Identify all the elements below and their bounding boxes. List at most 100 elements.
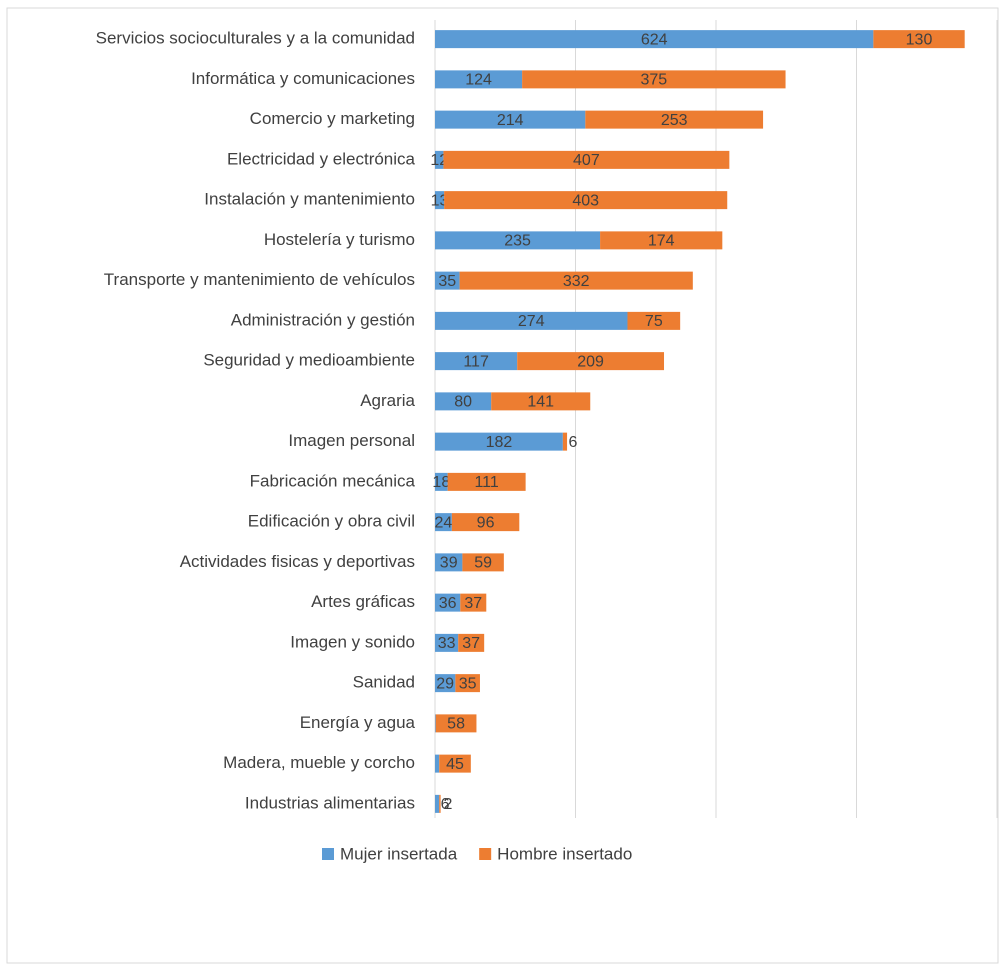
data-label: 124 [465, 72, 492, 89]
data-label: 39 [440, 555, 458, 572]
data-label: 58 [447, 716, 465, 733]
bar-segment [435, 794, 440, 813]
data-label: 403 [572, 192, 599, 209]
y-tick-label: Fabricación mecánica [250, 471, 416, 490]
bar-segment [435, 472, 448, 491]
bar-segment [439, 794, 441, 813]
y-tick-label: Madera, mueble y corcho [223, 753, 415, 772]
data-label: 13 [431, 192, 449, 209]
data-label: 117 [463, 353, 489, 370]
data-label: 37 [464, 595, 482, 612]
legend-swatch [322, 848, 334, 860]
y-tick-label: Comercio y marketing [250, 109, 415, 128]
bar-segment [447, 472, 526, 491]
y-tick-label: Imagen personal [288, 431, 415, 450]
bar-segment [873, 30, 965, 49]
data-label: 209 [577, 353, 604, 370]
data-label: 174 [648, 233, 675, 250]
data-label: 75 [645, 313, 663, 330]
bar-segment [435, 754, 440, 773]
bar-segment [443, 150, 730, 169]
bar-segment [462, 553, 504, 572]
data-label: 6 [569, 434, 578, 451]
y-tick-label: Hostelería y turismo [264, 230, 415, 249]
data-label: 29 [436, 675, 454, 692]
data-label: 24 [435, 514, 453, 531]
data-label: 274 [518, 313, 545, 330]
data-label: 35 [459, 675, 477, 692]
y-tick-label: Energía y agua [300, 713, 416, 732]
data-label: 130 [906, 31, 933, 48]
bar-segment [517, 352, 665, 371]
data-label: 2 [443, 796, 452, 813]
bar-segment [435, 714, 436, 733]
bar-segment [491, 392, 591, 411]
data-label: 624 [641, 31, 668, 48]
bar-segment [435, 633, 459, 652]
data-label: 375 [640, 72, 667, 89]
bar-segment [435, 593, 461, 612]
bar-segment [435, 110, 586, 129]
bar-segment [435, 191, 445, 210]
y-tick-label: Edificación y obra civil [248, 512, 415, 531]
data-label: 96 [477, 514, 495, 531]
data-label: 141 [527, 394, 554, 411]
bar-segment [435, 311, 628, 330]
data-label: 214 [497, 112, 524, 129]
bar-segment [435, 70, 523, 89]
data-label: 253 [661, 112, 688, 129]
data-label: 182 [486, 434, 513, 451]
y-tick-label: Administración y gestión [231, 310, 415, 329]
y-tick-label: Actividades fisicas y deportivas [180, 552, 415, 571]
bar-segment [455, 674, 480, 693]
data-label: 332 [563, 273, 590, 290]
legend-swatch [479, 848, 492, 860]
bar-segment [451, 513, 520, 532]
data-label: 36 [439, 595, 457, 612]
bar-segment [435, 513, 452, 532]
bar-segment [435, 553, 463, 572]
data-label: 18 [432, 474, 450, 491]
y-tick-label: Informática y comunicaciones [191, 69, 415, 88]
y-tick-label: Industrias alimentarias [245, 793, 415, 812]
bar-segment [444, 191, 728, 210]
y-tick-label: Sanidad [353, 673, 415, 692]
bar-segment [522, 70, 786, 89]
bar-segment [435, 714, 477, 733]
bar-segment [458, 633, 485, 652]
bar-segment [460, 593, 487, 612]
legend-label: Hombre insertado [497, 844, 632, 863]
bar-segment [627, 311, 681, 330]
bar-segment [459, 271, 693, 290]
bar-segment [435, 352, 518, 371]
bar-segment [562, 432, 568, 451]
data-label: 35 [438, 273, 456, 290]
data-label: 6 [441, 796, 450, 813]
y-tick-label: Agraria [360, 391, 415, 410]
y-tick-label: Electricidad y electrónica [227, 149, 416, 168]
data-label: 235 [504, 233, 531, 250]
bar-segment [435, 231, 601, 250]
y-tick-label: Instalación y mantenimiento [204, 190, 415, 209]
y-tick-label: Artes gráficas [311, 592, 415, 611]
bar-segment [435, 150, 444, 169]
y-tick-label: Imagen y sonido [290, 632, 415, 651]
bar-segment [585, 110, 764, 129]
data-label: 37 [462, 635, 480, 652]
data-label: 33 [438, 635, 456, 652]
legend-label: Mujer insertada [340, 844, 458, 863]
bar-segment [435, 271, 460, 290]
data-label: 45 [446, 756, 464, 773]
data-label: 111 [474, 474, 498, 491]
data-label: 80 [454, 394, 472, 411]
bar-segment [439, 754, 471, 773]
y-tick-label: Seguridad y medioambiente [203, 351, 415, 370]
bar-segment [435, 432, 563, 451]
bar-segment [435, 392, 492, 411]
bar-segment [600, 231, 723, 250]
data-label: 407 [573, 152, 600, 169]
bar-segment [435, 674, 456, 693]
y-tick-label: Servicios socioculturales y a la comunid… [96, 29, 415, 48]
data-label: 59 [474, 555, 492, 572]
